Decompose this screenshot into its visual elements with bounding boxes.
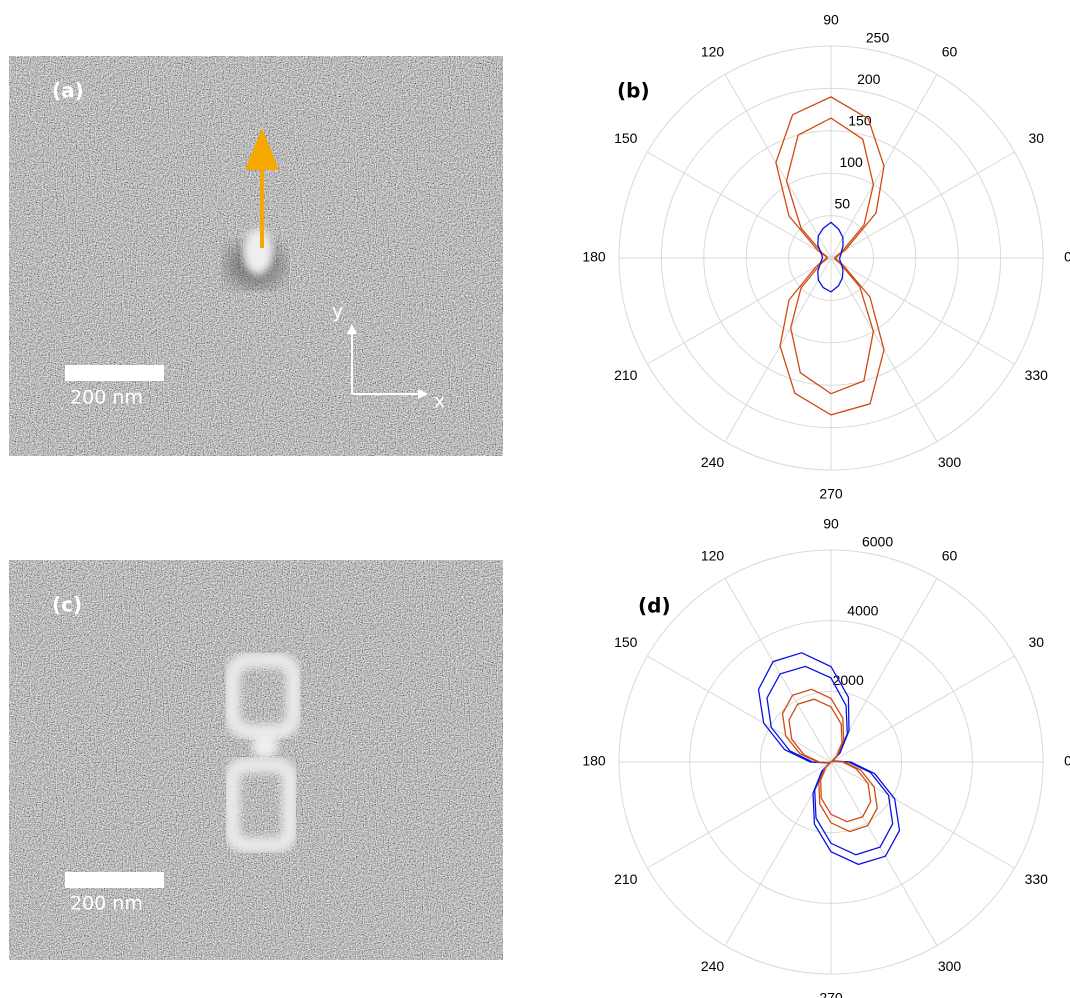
theta-tick-label: 30 — [1028, 130, 1044, 146]
arrow-head — [245, 128, 279, 170]
r-tick-label: 4000 — [847, 603, 878, 619]
theta-tick-label: 30 — [1028, 634, 1044, 650]
spoke — [647, 257, 832, 365]
x-arrow-head — [418, 389, 428, 399]
r-tick-label: 6000 — [862, 534, 893, 550]
sem-image-a: (a) 200 nm x y — [9, 56, 503, 456]
theta-tick-label: 210 — [614, 871, 638, 887]
theta-tick-label: 90 — [823, 12, 839, 28]
series-line — [781, 688, 878, 833]
series-line — [785, 117, 875, 395]
theta-tick-label: 330 — [1025, 871, 1049, 887]
panel-label: (c) — [52, 593, 82, 617]
scale-bar-label: 200 nm — [70, 893, 143, 915]
series-line — [757, 652, 901, 866]
scale-bar-label: 200 nm — [70, 387, 143, 409]
theta-tick-label: 150 — [614, 130, 638, 146]
theta-tick-label: 300 — [938, 958, 962, 974]
series-line — [817, 221, 844, 293]
theta-tick-label: 60 — [942, 43, 958, 59]
scale-bar — [65, 872, 164, 888]
theta-tick-label: 300 — [938, 454, 962, 470]
grid-circle — [788, 215, 874, 301]
theta-tick-label: 120 — [701, 43, 725, 59]
spoke — [724, 257, 832, 442]
grid-circle — [703, 130, 959, 386]
spoke — [830, 761, 938, 946]
spoke — [647, 761, 832, 869]
theta-tick-label: 180 — [582, 249, 606, 265]
theta-tick-label: 120 — [701, 547, 725, 563]
spoke — [830, 655, 1015, 763]
particle — [243, 229, 273, 275]
spoke — [724, 74, 832, 259]
grid-circle — [745, 172, 917, 344]
series-line — [788, 698, 872, 823]
r-tick-label: 150 — [848, 113, 872, 129]
spoke — [830, 761, 1015, 869]
spoke — [830, 257, 1015, 365]
grid-circle — [689, 620, 973, 904]
theta-tick-label: 210 — [614, 367, 638, 383]
x-axis-label: x — [434, 391, 445, 413]
particle — [224, 757, 298, 853]
grid-circle — [660, 87, 1002, 429]
theta-tick-label: 270 — [819, 486, 843, 502]
panel-label: (d) — [638, 594, 671, 618]
theta-tick-label: 150 — [614, 634, 638, 650]
particle — [252, 732, 278, 758]
particle — [224, 652, 302, 740]
y-axis-label: y — [332, 301, 343, 323]
r-tick-label: 2000 — [833, 672, 864, 688]
theta-tick-label: 180 — [582, 753, 606, 769]
spoke — [830, 151, 1015, 259]
spoke — [647, 655, 832, 763]
theta-tick-label: 90 — [823, 516, 839, 532]
panel-label: (b) — [617, 79, 650, 103]
theta-tick-label: 240 — [701, 454, 725, 470]
theta-tick-label: 0 — [1064, 249, 1070, 265]
r-tick-label: 250 — [866, 30, 890, 46]
scale-bar — [65, 365, 164, 381]
theta-tick-label: 0 — [1064, 753, 1070, 769]
y-arrow-head — [347, 324, 357, 334]
theta-tick-label: 240 — [701, 958, 725, 974]
grid-circle — [759, 690, 903, 834]
spoke — [647, 151, 832, 259]
r-tick-label: 200 — [857, 71, 881, 87]
r-tick-label: 100 — [839, 154, 863, 170]
grid-circle — [618, 45, 1044, 471]
sem-image-c: (c) 200 nm — [9, 560, 503, 960]
theta-tick-label: 60 — [942, 547, 958, 563]
panel-label: (a) — [52, 79, 84, 103]
theta-tick-label: 330 — [1025, 367, 1049, 383]
spoke — [724, 578, 832, 763]
theta-tick-label: 270 — [819, 990, 843, 998]
series-line — [766, 665, 894, 856]
r-tick-label: 50 — [835, 195, 851, 211]
grid-circle — [618, 549, 1044, 975]
